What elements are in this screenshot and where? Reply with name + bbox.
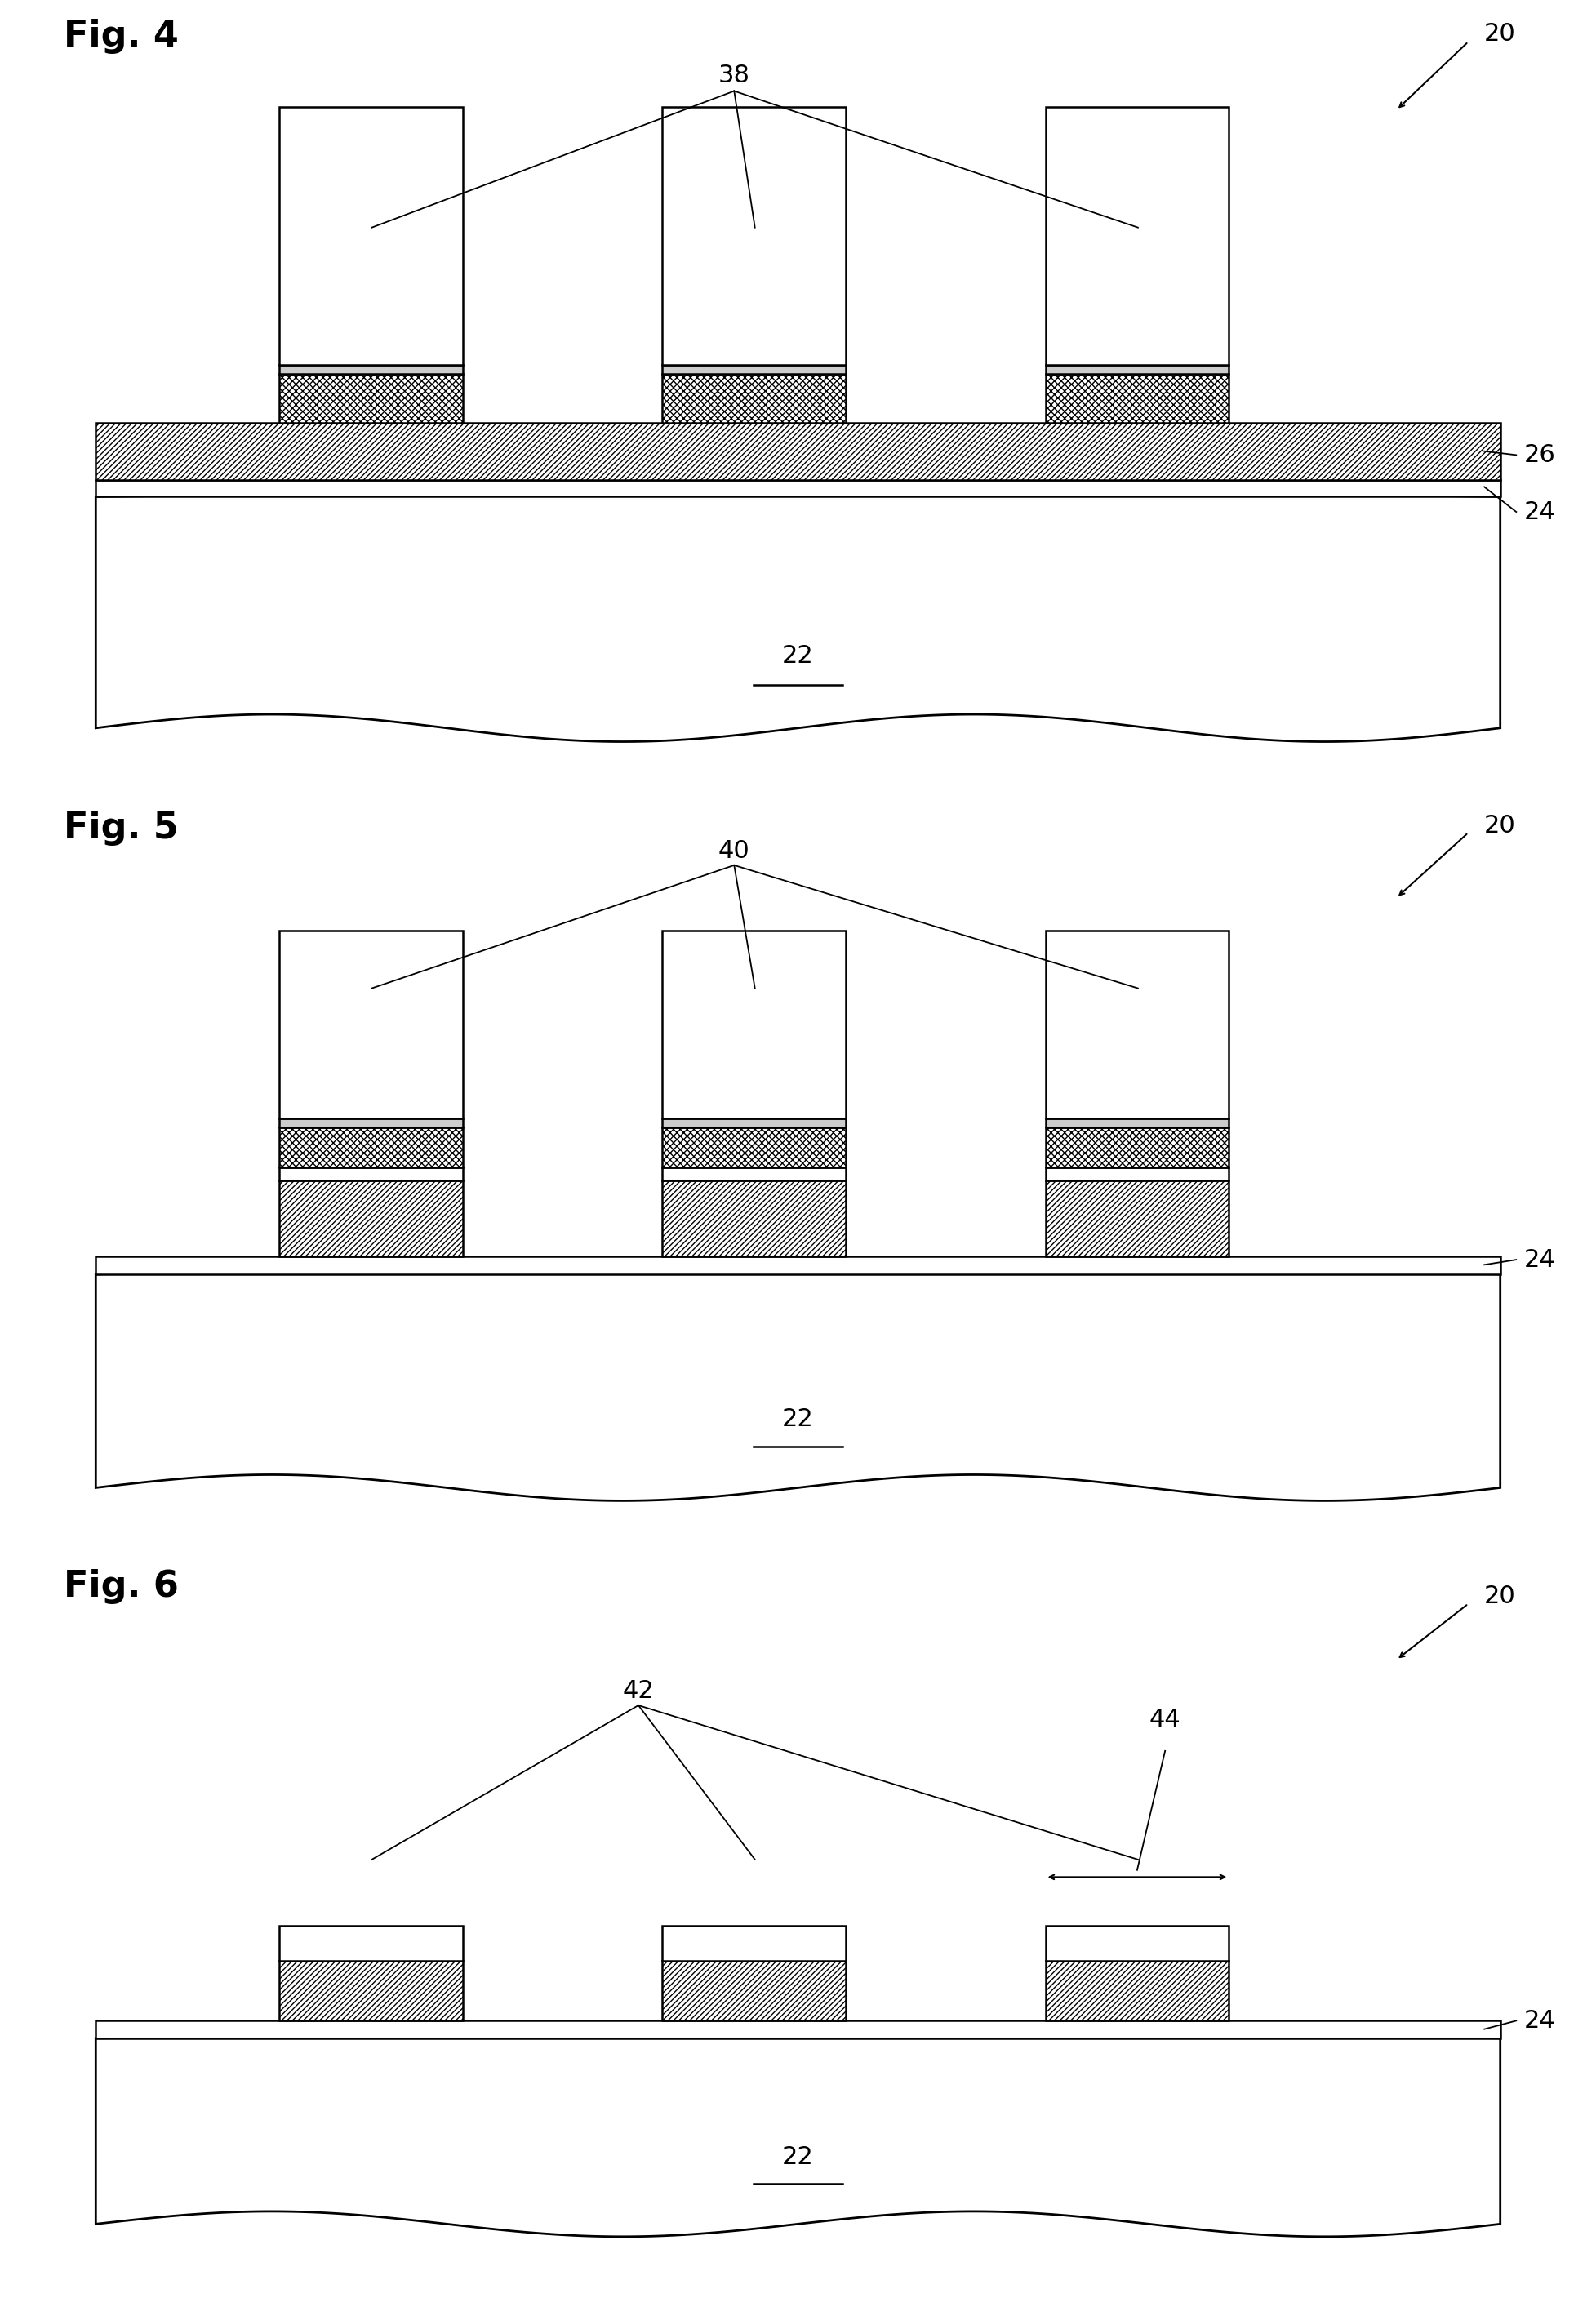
Bar	[662, 1181, 846, 1257]
Bar	[662, 108, 846, 365]
Bar	[279, 1960, 463, 2020]
Text: 40: 40	[718, 839, 750, 862]
Text: 24: 24	[1524, 2008, 1556, 2034]
Bar	[662, 1167, 846, 1181]
Text: Fig. 6: Fig. 6	[64, 1570, 179, 1604]
Polygon shape	[96, 492, 1500, 742]
Bar	[279, 1167, 463, 1181]
Bar	[1045, 1926, 1229, 1960]
Polygon shape	[96, 1268, 1500, 1501]
Bar	[1045, 1167, 1229, 1181]
Bar	[96, 1257, 1500, 1273]
Text: 38: 38	[718, 64, 750, 87]
Bar	[1045, 365, 1229, 375]
Bar	[279, 365, 463, 375]
Text: 24: 24	[1524, 1248, 1556, 1271]
Bar	[279, 1926, 463, 1960]
Text: Fig. 4: Fig. 4	[64, 18, 179, 55]
Bar	[662, 1960, 846, 2020]
Bar	[279, 1128, 463, 1167]
Text: 44: 44	[1149, 1707, 1181, 1730]
Bar	[1045, 108, 1229, 365]
Bar	[279, 931, 463, 1119]
Bar	[96, 423, 1500, 480]
Bar	[96, 2020, 1500, 2038]
Bar	[279, 108, 463, 365]
Bar	[662, 1926, 846, 1960]
Text: 26: 26	[1524, 444, 1556, 466]
Bar	[1045, 1181, 1229, 1257]
Bar	[662, 375, 846, 423]
Bar	[1045, 1119, 1229, 1128]
Text: 22: 22	[782, 1406, 814, 1432]
Text: 22: 22	[782, 643, 814, 669]
Bar	[279, 1181, 463, 1257]
Bar	[662, 931, 846, 1119]
Bar	[1045, 1128, 1229, 1167]
Text: Fig. 5: Fig. 5	[64, 811, 179, 846]
Bar	[1045, 1960, 1229, 2020]
Text: 22: 22	[782, 2146, 814, 2169]
Text: 42: 42	[622, 1680, 654, 1703]
Bar	[662, 1119, 846, 1128]
Bar	[1045, 931, 1229, 1119]
Bar	[96, 480, 1500, 496]
Bar	[662, 365, 846, 375]
Bar	[662, 1128, 846, 1167]
Bar	[279, 375, 463, 423]
Text: 20: 20	[1484, 1586, 1516, 1609]
Polygon shape	[96, 2034, 1500, 2236]
Text: 20: 20	[1484, 813, 1516, 836]
Bar	[1045, 375, 1229, 423]
Bar	[279, 1119, 463, 1128]
Text: 24: 24	[1524, 501, 1556, 524]
Text: 20: 20	[1484, 23, 1516, 46]
